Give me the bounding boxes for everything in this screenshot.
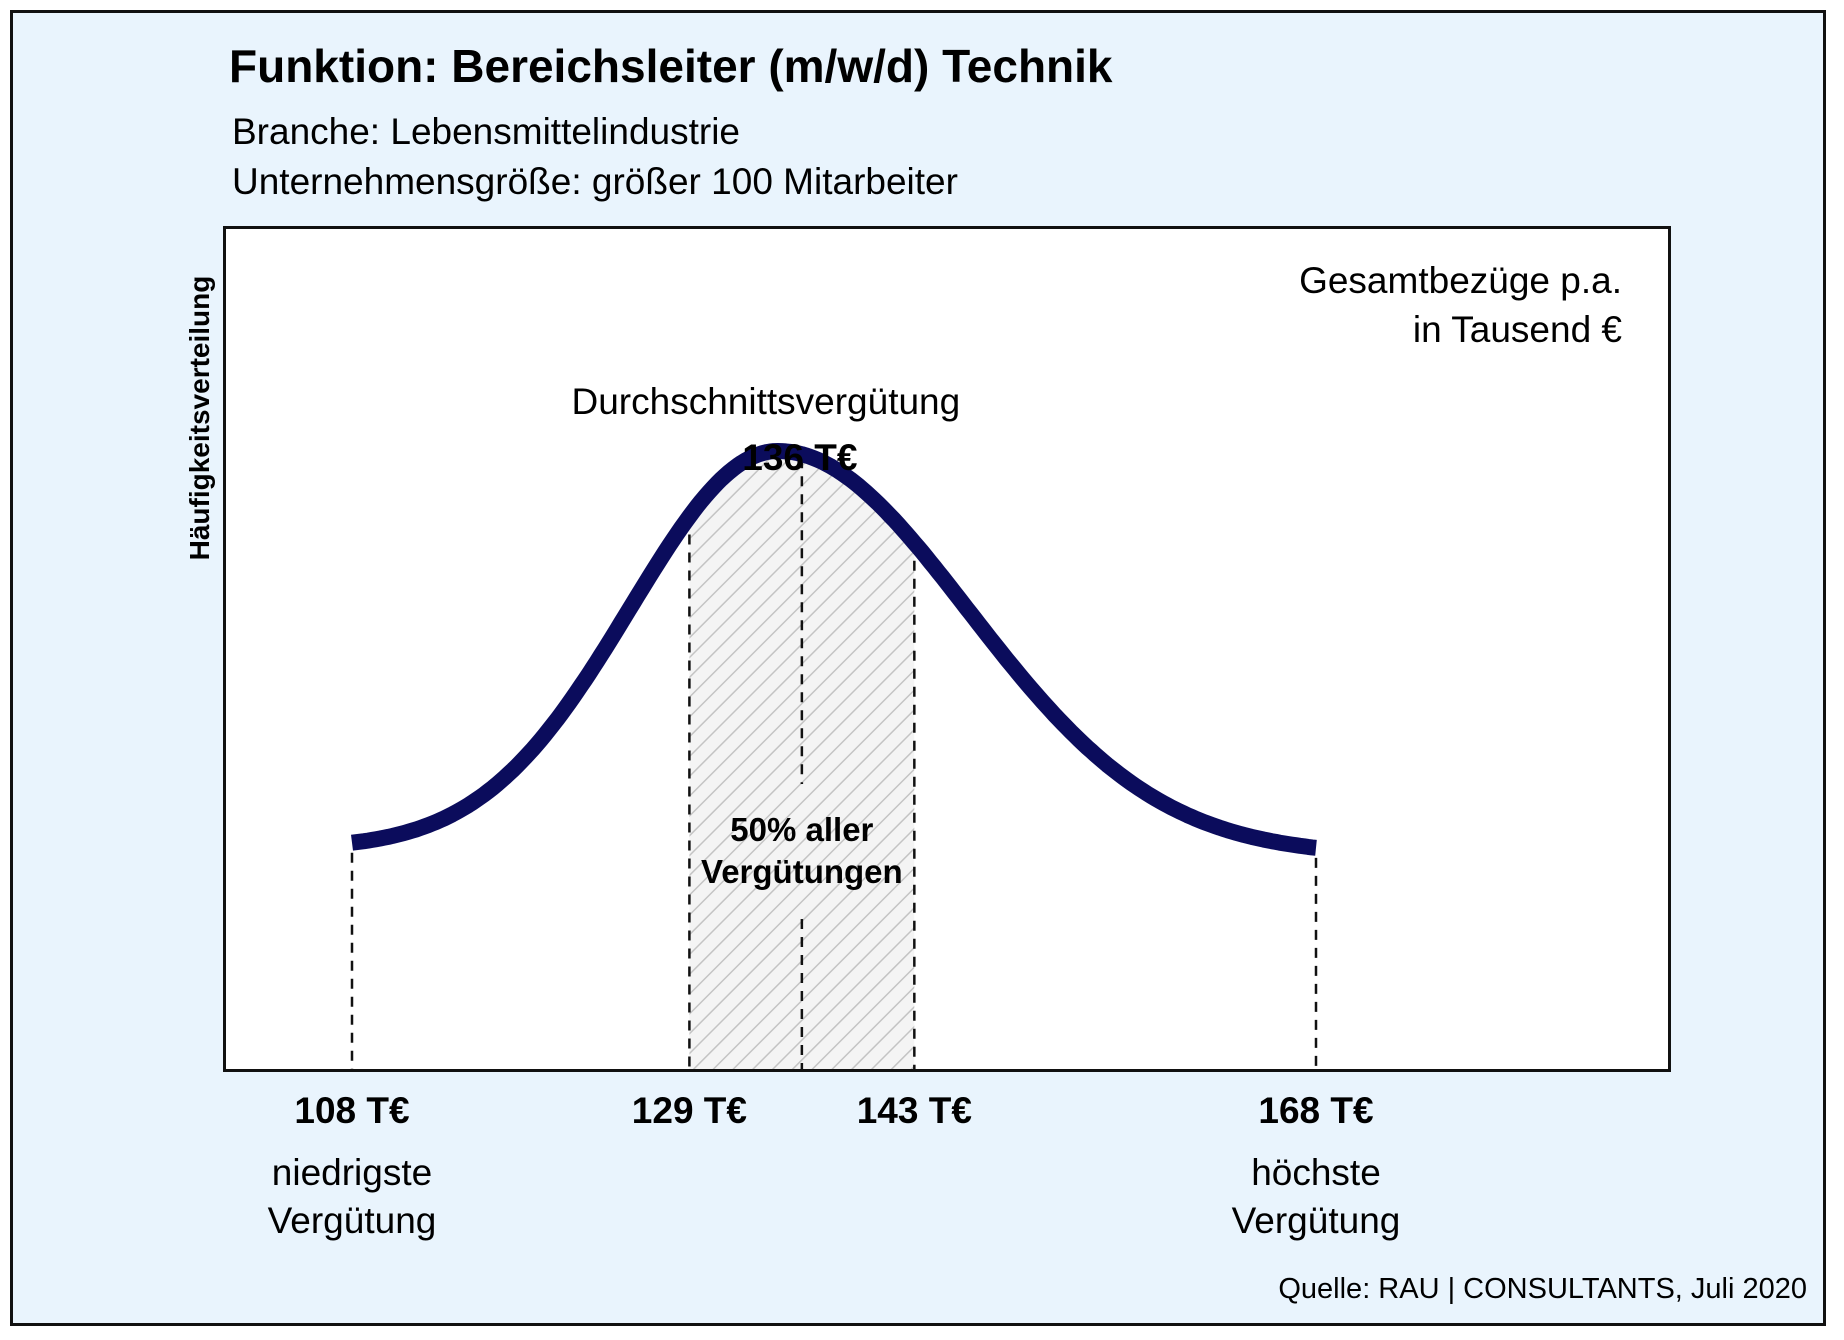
shaded-region-label: 50% aller Vergütungen (701, 809, 903, 893)
distribution-curve (348, 443, 1320, 856)
shaded-region-label-line1: 50% aller (730, 811, 874, 848)
chart-svg (348, 443, 1320, 1069)
x-tick-label-168: 168 T€ (1258, 1090, 1374, 1131)
shaded-interquartile-area (689, 451, 915, 1069)
chart-title: Funktion: Bereichsleiter (m/w/d) Technik (229, 40, 1113, 92)
x-tick-description-168: höchste Vergütung (1232, 1149, 1401, 1245)
x-tick-description-line1: höchste (1251, 1152, 1381, 1193)
unit-label-line2: in Tausend € (1412, 309, 1622, 350)
source-note: Quelle: RAU | CONSULTANTS, Juli 2020 (1278, 1273, 1807, 1305)
unit-label-line1: Gesamtbezüge p.a. (1299, 260, 1622, 301)
chart-frame: Funktion: Bereichsleiter (m/w/d) Technik… (10, 10, 1826, 1326)
x-tick-label-108: 108 T€ (294, 1090, 410, 1131)
industry-subtitle: Branche: Lebensmittelindustrie (232, 111, 741, 152)
x-tick-label-129: 129 T€ (631, 1090, 747, 1131)
x-tick-label-143: 143 T€ (856, 1090, 972, 1131)
x-tick-description-line2: Vergütung (267, 1200, 437, 1241)
plot-area: Gesamtbezüge p.a. in Tausend € Durchschn… (223, 226, 1671, 1072)
shaded-region-label-line2: Vergütungen (701, 853, 903, 890)
average-value-label: 136 T€ (742, 437, 858, 478)
company-size-subtitle: Unternehmensgröße: größer 100 Mitarbeite… (232, 161, 958, 202)
x-tick-description-line1: niedrigste (271, 1152, 433, 1193)
average-label: Durchschnittsvergütung (571, 381, 961, 422)
x-tick-description-108: niedrigste Vergütung (268, 1149, 437, 1245)
x-tick-description-line2: Vergütung (1231, 1200, 1401, 1241)
y-axis-label: Häufigkeitsverteilung (184, 275, 215, 561)
